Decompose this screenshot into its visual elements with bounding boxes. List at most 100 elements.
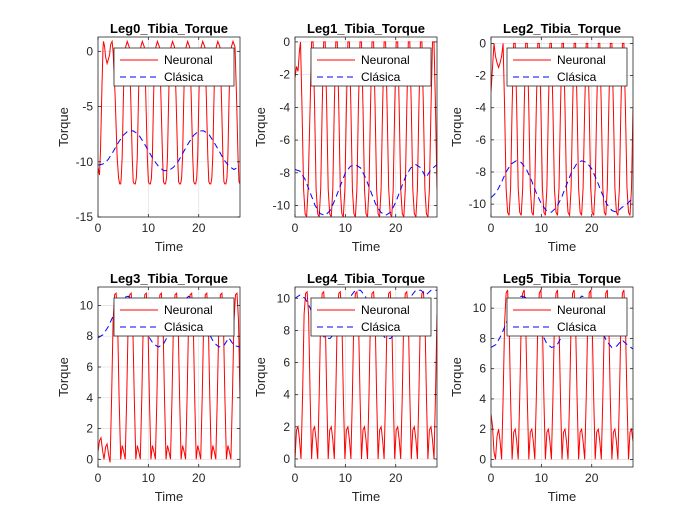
chart-title: Leg5_Tibia_Torque (503, 271, 621, 286)
subplot-1: 0 10 20 0 -2 -4 -6 -8 -10 Leg1_Tibia_Torque Time To… (253, 21, 438, 254)
y-tick-label: 6 (283, 356, 290, 370)
axes-box (294, 286, 438, 468)
legend-label-neuronal: Neuronal (164, 303, 213, 317)
legend: Neuronal Clásica (113, 297, 235, 337)
x-tick-label: 20 (389, 221, 403, 235)
y-tick-label: -6 (279, 133, 290, 147)
y-tick-label: 2 (479, 422, 486, 436)
legend: Neuronal Clásica (310, 47, 432, 87)
legend-label-clasica: Clásica (557, 70, 597, 84)
y-tick-label: 4 (86, 391, 93, 405)
chart-title: Leg1_Tibia_Torque (307, 21, 425, 36)
subplot-0: 0 10 20 0 -5 -10 -15 Leg0_Tibia_Torque Time Torqu… (56, 21, 241, 254)
subplot-2: 0 10 20 0 -2 -4 -6 -8 -10 Leg2_Tibia_Torque Time To… (449, 21, 634, 254)
x-tick-label: 10 (339, 471, 353, 485)
series-line-neuronal (295, 41, 437, 217)
legend-label-neuronal: Neuronal (361, 303, 410, 317)
y-tick-label: 0 (479, 452, 486, 466)
x-axis-label: Time (155, 489, 183, 504)
x-tick-label: 10 (535, 221, 549, 235)
y-tick-label: -5 (82, 100, 93, 114)
legend-box (310, 47, 432, 87)
y-tick-label: -4 (475, 101, 486, 115)
legend: Neuronal Clásica (506, 47, 628, 87)
y-tick-label: -4 (279, 100, 290, 114)
y-axis-label: Torque (449, 107, 464, 147)
chart-title: Leg3_Tibia_Torque (110, 271, 228, 286)
y-tick-label: -8 (475, 165, 486, 179)
x-axis-label: Time (352, 489, 380, 504)
x-axis-label: Time (155, 239, 183, 254)
x-tick-label: 20 (389, 471, 403, 485)
series-line-neuronal (295, 290, 437, 460)
subplot-5: 0 10 20 0 2 4 6 8 10 Leg5_Tibia_Torque Time Torque N… (449, 271, 634, 504)
y-tick-label: 8 (479, 331, 486, 345)
legend: Neuronal Clásica (506, 297, 628, 337)
y-axis-label: Torque (56, 107, 71, 147)
chart-title: Leg4_Tibia_Torque (307, 271, 425, 286)
y-tick-label: 8 (283, 323, 290, 337)
y-tick-label: 8 (86, 329, 93, 343)
legend-box (506, 297, 628, 337)
series-group (295, 41, 437, 217)
x-tick-label: 0 (292, 221, 299, 235)
y-axis-label: Torque (449, 357, 464, 397)
y-tick-label: 4 (479, 392, 486, 406)
y-tick-label: -6 (475, 133, 486, 147)
x-tick-label: 0 (488, 221, 495, 235)
legend-label-neuronal: Neuronal (557, 303, 606, 317)
legend-label-neuronal: Neuronal (164, 53, 213, 67)
legend-label-clasica: Clásica (164, 70, 204, 84)
legend-label-neuronal: Neuronal (557, 53, 606, 67)
legend: Neuronal Clásica (113, 47, 235, 87)
x-tick-label: 0 (95, 471, 102, 485)
y-axis-label: Torque (253, 357, 268, 397)
axes-box (97, 36, 241, 218)
y-tick-label: 0 (283, 35, 290, 49)
legend-box (506, 47, 628, 87)
legend-box (113, 297, 235, 337)
x-tick-label: 0 (292, 471, 299, 485)
legend-label-clasica: Clásica (557, 320, 597, 334)
y-tick-label: -10 (469, 197, 487, 211)
y-tick-label: 4 (283, 388, 290, 402)
axes-box (490, 36, 634, 218)
y-axis-label: Torque (253, 107, 268, 147)
x-tick-label: 10 (339, 221, 353, 235)
subplot-4: 0 10 20 0 2 4 6 8 10 Leg4_Tibia_Torque Time Torque N… (253, 271, 438, 504)
legend-box (310, 297, 432, 337)
x-tick-label: 0 (488, 471, 495, 485)
legend: Neuronal Clásica (310, 297, 432, 337)
y-tick-label: -15 (76, 210, 94, 224)
subplot-3: 0 10 20 0 2 4 6 8 10 Leg3_Tibia_Torque Time Torque N… (56, 271, 241, 504)
y-tick-label: 6 (86, 360, 93, 374)
x-tick-label: 20 (585, 471, 599, 485)
y-tick-label: -2 (475, 69, 486, 83)
legend-label-clasica: Clásica (361, 70, 401, 84)
chart-title: Leg0_Tibia_Torque (110, 21, 228, 36)
y-tick-label: -8 (279, 166, 290, 180)
legend-box (113, 47, 235, 87)
x-tick-label: 0 (95, 221, 102, 235)
y-tick-label: 6 (479, 362, 486, 376)
series-line-neuronal (491, 288, 633, 460)
y-tick-label: 2 (86, 422, 93, 436)
axes-box (97, 286, 241, 468)
chart-title: Leg2_Tibia_Torque (503, 21, 621, 36)
y-tick-label: 0 (479, 36, 486, 50)
y-tick-label: 0 (86, 44, 93, 58)
legend-label-clasica: Clásica (164, 320, 204, 334)
y-tick-label: -10 (76, 155, 94, 169)
series-line-clasica (98, 130, 240, 172)
y-tick-label: 0 (283, 452, 290, 466)
axes-box (294, 36, 438, 218)
y-tick-label: 10 (277, 291, 291, 305)
y-tick-label: 0 (86, 452, 93, 466)
legend-label-clasica: Clásica (361, 320, 401, 334)
x-tick-label: 10 (535, 471, 549, 485)
x-tick-label: 20 (192, 221, 206, 235)
series-line-clasica (491, 160, 633, 213)
y-tick-label: 2 (283, 420, 290, 434)
y-tick-label: 10 (473, 301, 487, 315)
